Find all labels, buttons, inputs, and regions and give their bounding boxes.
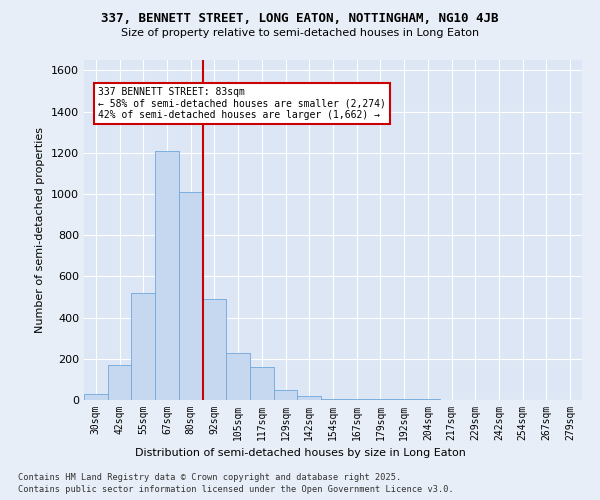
Bar: [155, 150, 179, 400]
Bar: [368, 399, 392, 400]
Bar: [392, 399, 416, 400]
Bar: [274, 390, 298, 400]
Bar: [416, 399, 440, 400]
Bar: [298, 396, 321, 400]
Text: Distribution of semi-detached houses by size in Long Eaton: Distribution of semi-detached houses by …: [134, 448, 466, 458]
Text: Contains public sector information licensed under the Open Government Licence v3: Contains public sector information licen…: [18, 485, 454, 494]
Text: 337 BENNETT STREET: 83sqm
← 58% of semi-detached houses are smaller (2,274)
42% : 337 BENNETT STREET: 83sqm ← 58% of semi-…: [98, 87, 386, 120]
Bar: [203, 299, 226, 400]
Bar: [84, 394, 108, 400]
Bar: [108, 365, 131, 400]
Bar: [131, 293, 155, 400]
Text: 337, BENNETT STREET, LONG EATON, NOTTINGHAM, NG10 4JB: 337, BENNETT STREET, LONG EATON, NOTTING…: [101, 12, 499, 26]
Y-axis label: Number of semi-detached properties: Number of semi-detached properties: [35, 127, 46, 333]
Bar: [250, 367, 274, 400]
Bar: [321, 399, 345, 400]
Bar: [226, 352, 250, 400]
Text: Size of property relative to semi-detached houses in Long Eaton: Size of property relative to semi-detach…: [121, 28, 479, 38]
Bar: [179, 192, 203, 400]
Text: Contains HM Land Registry data © Crown copyright and database right 2025.: Contains HM Land Registry data © Crown c…: [18, 472, 401, 482]
Bar: [345, 399, 368, 400]
